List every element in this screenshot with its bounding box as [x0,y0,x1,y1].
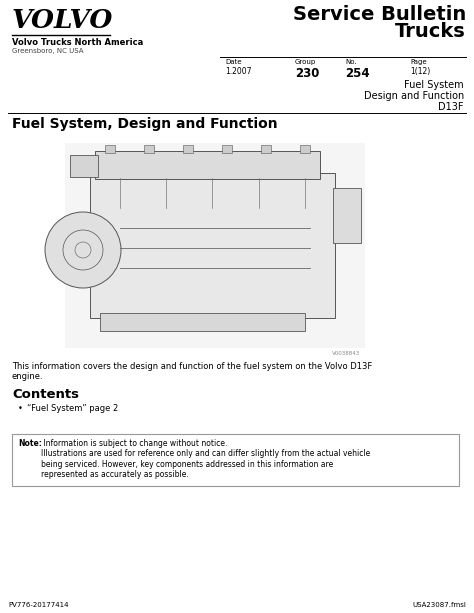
Text: Volvo Trucks North America: Volvo Trucks North America [12,38,143,47]
Bar [300,145,310,153]
Text: Trucks: Trucks [395,22,466,41]
Text: Note:: Note: [18,439,42,448]
Text: Service Bulletin: Service Bulletin [293,5,466,24]
Bar [100,313,305,331]
Bar [95,151,320,179]
Text: •: • [18,404,23,413]
Text: 1(12): 1(12) [410,67,430,76]
Text: Fuel System, Design and Function: Fuel System, Design and Function [12,117,278,131]
Circle shape [45,212,121,288]
Text: Group: Group [295,59,316,65]
Text: USA23087.fmsl: USA23087.fmsl [412,602,466,608]
Text: Information is subject to change without notice.
Illustrations are used for refe: Information is subject to change without… [41,439,370,479]
Text: 254: 254 [345,67,370,80]
Text: Date: Date [225,59,241,65]
Text: VOLVO: VOLVO [12,8,113,33]
Bar [12,434,459,486]
Text: Page: Page [410,59,427,65]
Bar [65,143,365,348]
Text: 230: 230 [295,67,319,80]
Bar [261,145,271,153]
Bar [222,145,232,153]
Text: Design and Function: Design and Function [364,91,464,101]
Text: V0038843: V0038843 [332,351,360,356]
Text: No.: No. [345,59,356,65]
Text: Contents: Contents [12,388,79,401]
Bar [144,145,154,153]
Text: Fuel System: Fuel System [404,80,464,90]
Bar [333,188,361,243]
Text: D13F: D13F [438,102,464,112]
Text: This information covers the design and function of the fuel system on the Volvo : This information covers the design and f… [12,362,372,381]
Bar [183,145,193,153]
Text: PV776-20177414: PV776-20177414 [8,602,69,608]
Text: “Fuel System” page 2: “Fuel System” page 2 [27,404,118,413]
Bar [70,155,98,177]
Bar [105,145,115,153]
Text: 1.2007: 1.2007 [225,67,252,76]
Text: Greensboro, NC USA: Greensboro, NC USA [12,48,83,54]
Bar [90,173,335,318]
